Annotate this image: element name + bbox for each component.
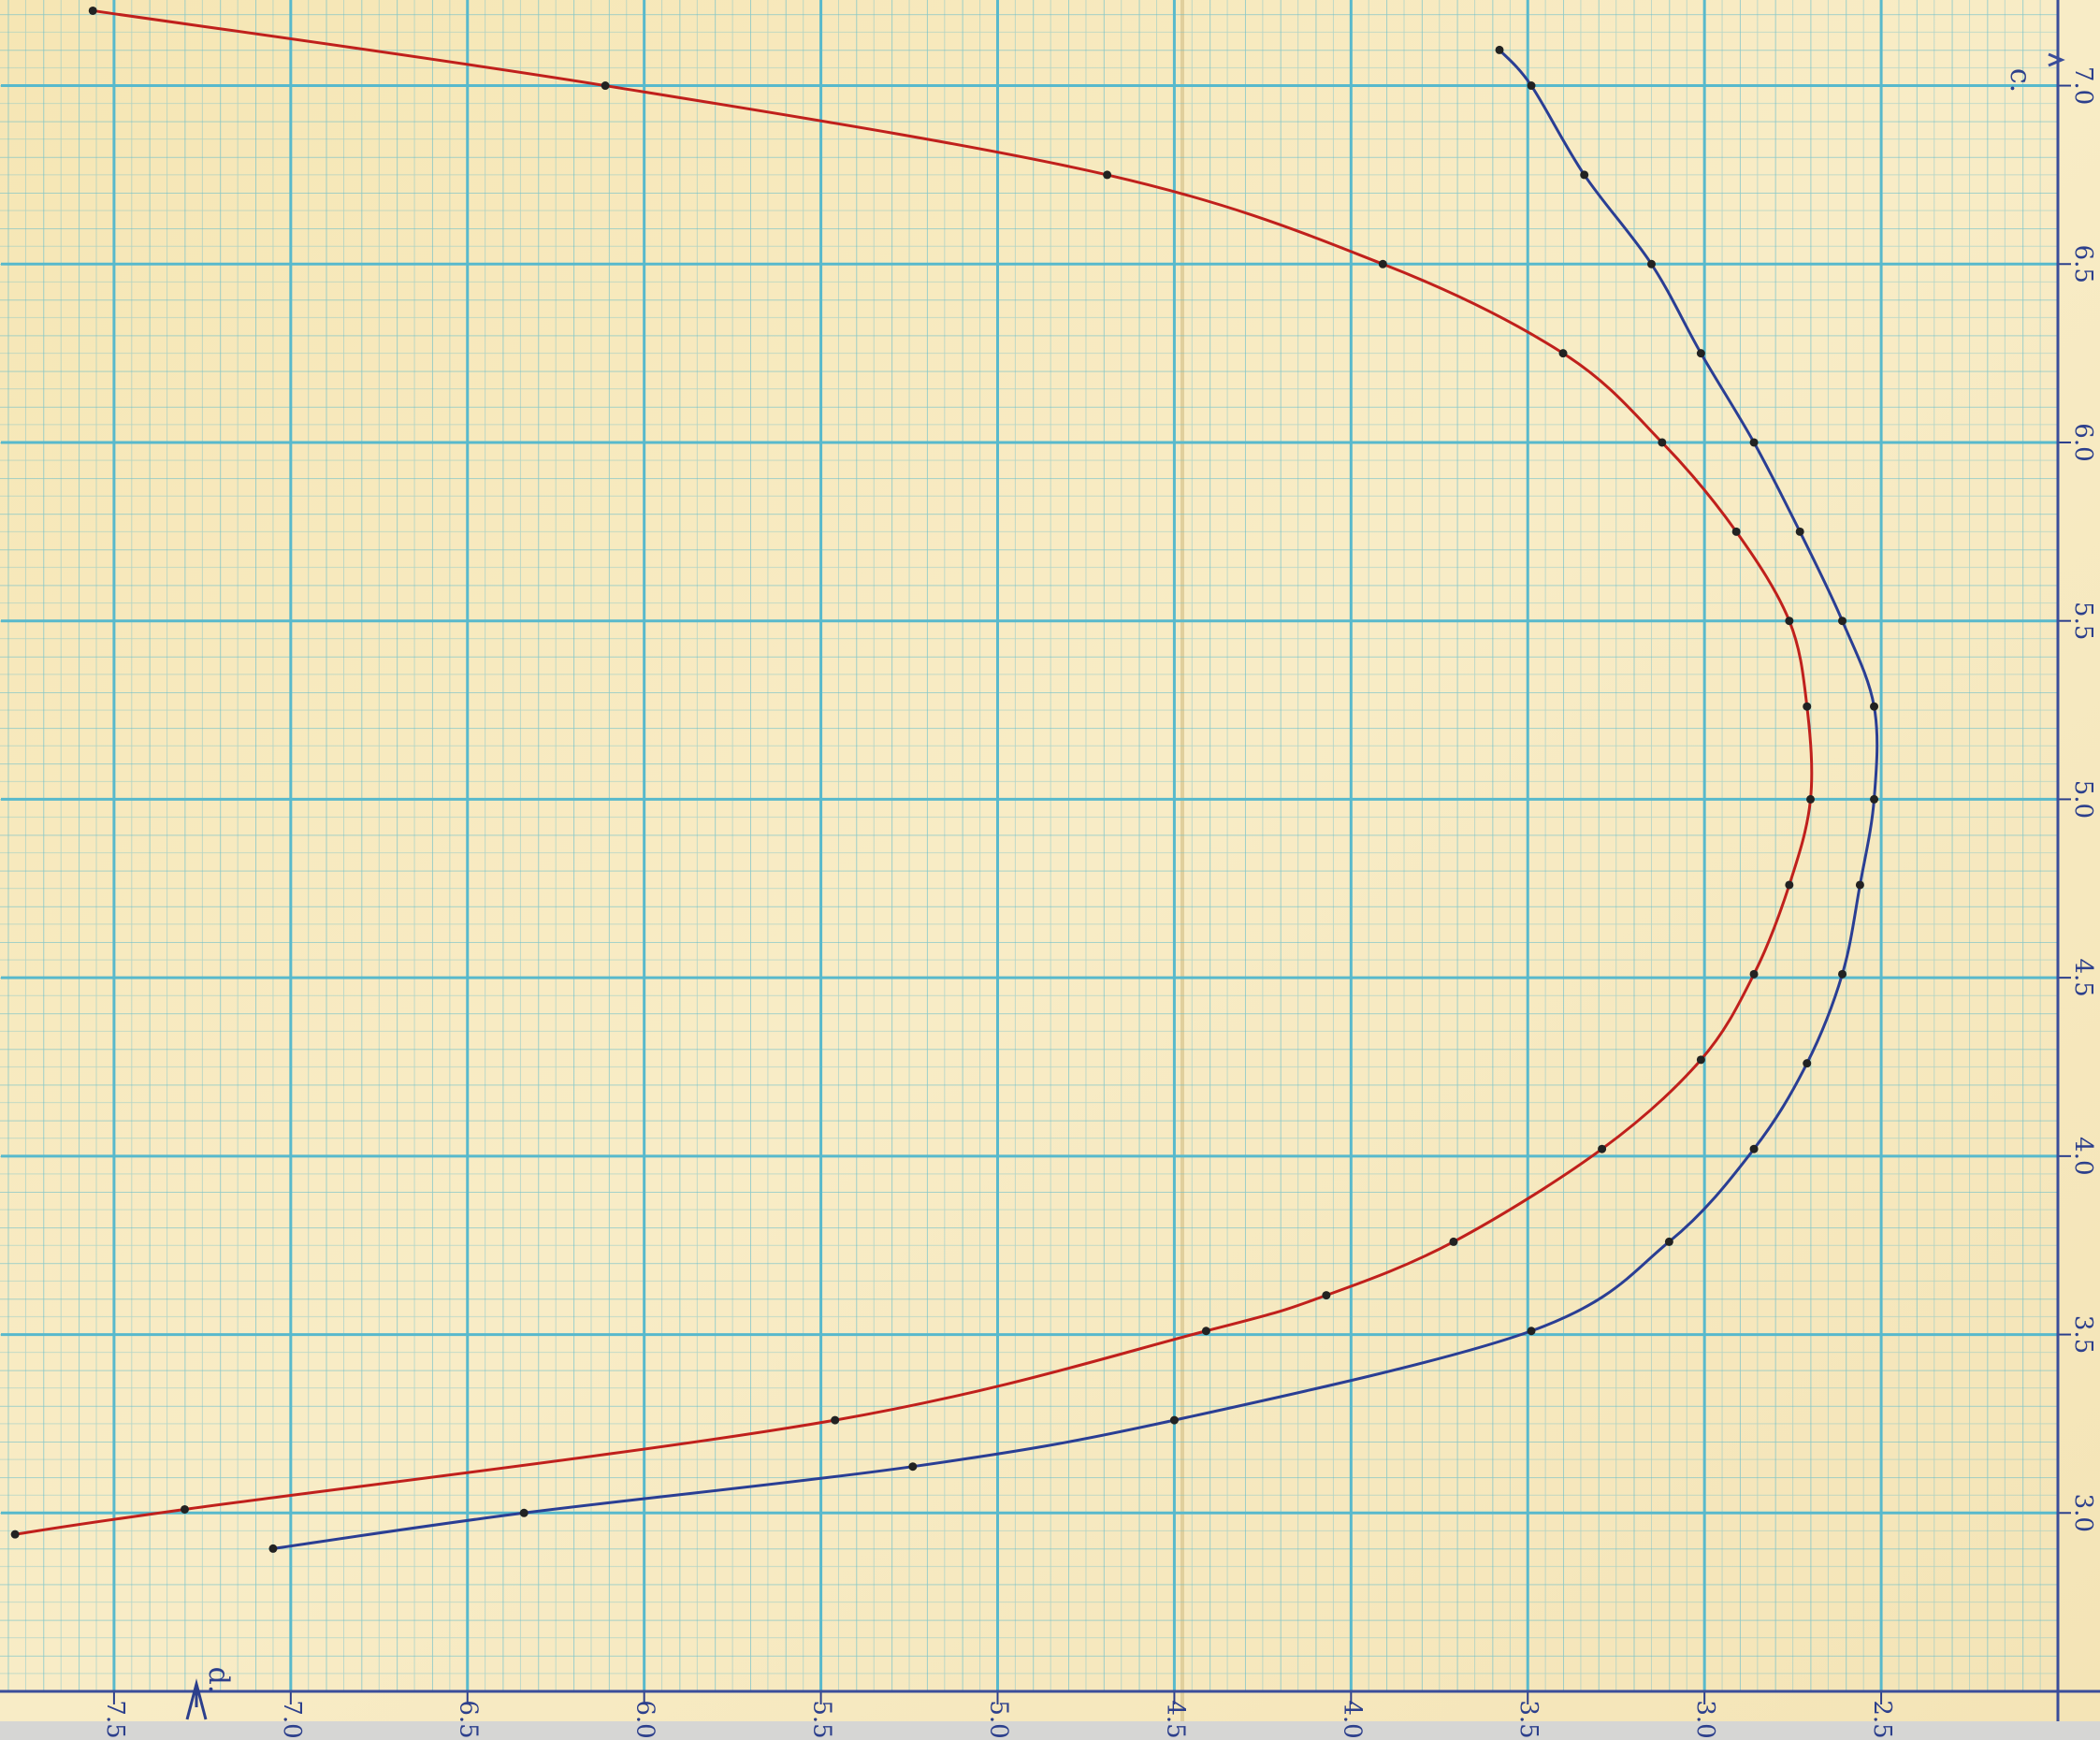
data-point (908, 1462, 918, 1472)
y-tick-label: 3.0 (2069, 1494, 2097, 1532)
data-point (1201, 1327, 1210, 1336)
x-tick-label: 2.5 (1868, 1700, 1896, 1738)
data-point (1749, 969, 1759, 979)
data-point (180, 1504, 189, 1514)
y-tick-label: 6.5 (2069, 245, 2097, 283)
x-tick-label: 6.0 (631, 1700, 659, 1738)
data-point (1806, 794, 1816, 804)
x-axis-arrow (185, 1678, 208, 1720)
data-point (831, 1415, 840, 1425)
x-tick-label: 3.0 (1691, 1700, 1719, 1738)
data-point (1495, 45, 1504, 54)
y-tick-label: 5.5 (2069, 602, 2097, 640)
data-point (1749, 438, 1759, 447)
data-point (1598, 1144, 1607, 1153)
data-point (10, 1530, 20, 1539)
y-tick-label: 5.0 (2069, 780, 2097, 819)
data-point (519, 1508, 529, 1517)
data-point (1870, 794, 1879, 804)
data-point (1449, 1237, 1458, 1246)
minor-grid (0, 0, 2058, 1691)
y-axis-arrow (2048, 52, 2065, 67)
data-point (1658, 438, 1667, 447)
data-point (1803, 1059, 1812, 1068)
data-point (268, 1544, 278, 1553)
y-axis-title: c. (2004, 68, 2036, 93)
data-point (1322, 1291, 1331, 1300)
x-tick-label: 3.5 (1514, 1700, 1542, 1738)
y-tick-label: 6.0 (2069, 423, 2097, 461)
x-tick-label: 5.0 (984, 1700, 1012, 1738)
data-point (1580, 170, 1589, 180)
data-point (1558, 349, 1568, 358)
data-point (601, 81, 610, 91)
y-tick-label: 4.0 (2069, 1137, 2097, 1175)
data-point (1169, 1415, 1179, 1425)
data-point (88, 6, 97, 15)
data-point (1646, 259, 1656, 268)
data-point (1749, 1144, 1759, 1153)
data-point (1527, 81, 1536, 91)
x-tick-label: 4.0 (1338, 1700, 1366, 1738)
data-point (1731, 527, 1741, 536)
data-point (1696, 349, 1705, 358)
x-tick-label: 7.5 (101, 1700, 129, 1738)
data-point (1838, 616, 1847, 626)
data-point (1785, 880, 1794, 890)
data-point (1795, 527, 1804, 536)
y-tick-label: 7.0 (2069, 66, 2097, 105)
data-point (1803, 702, 1812, 711)
data-point (1378, 259, 1387, 268)
x-tick-label: 4.5 (1161, 1700, 1189, 1738)
minor-grid-pattern (0, 0, 2058, 1691)
data-point (1527, 1327, 1536, 1336)
data-point (1838, 969, 1847, 979)
y-tick-label: 3.5 (2069, 1315, 2097, 1354)
x-tick-label: 6.5 (455, 1700, 483, 1738)
x-axis-title: d. (202, 1667, 235, 1694)
x-tick-label: 7.0 (278, 1700, 306, 1738)
data-point (1664, 1237, 1673, 1246)
curve (272, 49, 1879, 1550)
data-point (1696, 1055, 1705, 1065)
y-tick-label: 4.5 (2069, 958, 2097, 996)
data-point (1855, 880, 1864, 890)
data-point (1870, 702, 1879, 711)
data-point (1785, 616, 1794, 626)
x-tick-label: 5.5 (808, 1700, 836, 1738)
data-point (1103, 170, 1112, 180)
